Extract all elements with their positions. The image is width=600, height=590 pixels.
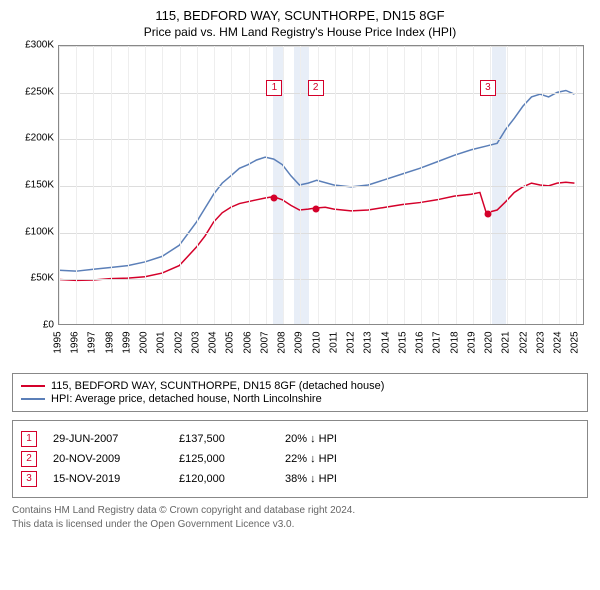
x-axis-label: 2015 xyxy=(397,331,408,353)
x-axis-label: 2010 xyxy=(311,331,322,353)
sale-date: 15-NOV-2019 xyxy=(53,473,163,485)
x-axis-label: 1996 xyxy=(70,331,81,353)
titles: 115, BEDFORD WAY, SCUNTHORPE, DN15 8GF P… xyxy=(12,8,588,39)
x-axis-label: 2006 xyxy=(242,331,253,353)
y-axis-label: £50K xyxy=(31,273,54,284)
chart-container: 115, BEDFORD WAY, SCUNTHORPE, DN15 8GF P… xyxy=(0,0,600,541)
chart-area: 123 £0£50K£100K£150K£200K£250K£300K19951… xyxy=(12,45,588,365)
legend: 115, BEDFORD WAY, SCUNTHORPE, DN15 8GF (… xyxy=(12,373,588,412)
sale-dot xyxy=(484,211,491,218)
legend-label: HPI: Average price, detached house, Nort… xyxy=(51,393,322,405)
x-axis-label: 2002 xyxy=(173,331,184,353)
x-axis-label: 2014 xyxy=(380,331,391,353)
x-axis-label: 2023 xyxy=(535,331,546,353)
sale-price: £120,000 xyxy=(179,473,269,485)
legend-swatch xyxy=(21,385,45,387)
title-subtitle: Price paid vs. HM Land Registry's House … xyxy=(12,25,588,39)
sale-date: 20-NOV-2009 xyxy=(53,453,163,465)
y-axis-label: £100K xyxy=(25,226,54,237)
sale-row: 2 20-NOV-2009 £125,000 22% ↓ HPI xyxy=(21,451,579,467)
x-axis-label: 1995 xyxy=(53,331,64,353)
x-axis-label: 2005 xyxy=(225,331,236,353)
x-axis-label: 2000 xyxy=(139,331,150,353)
sale-date: 29-JUN-2007 xyxy=(53,433,163,445)
sale-marker: 1 xyxy=(266,80,282,96)
plot-region: 1 2 3 xyxy=(58,45,584,325)
x-axis-label: 2007 xyxy=(259,331,270,353)
x-axis-label: 1999 xyxy=(121,331,132,353)
sale-row: 3 15-NOV-2019 £120,000 38% ↓ HPI xyxy=(21,471,579,487)
x-axis-label: 2012 xyxy=(346,331,357,353)
sale-row-marker: 2 xyxy=(21,451,37,467)
sale-row-marker: 3 xyxy=(21,471,37,487)
x-axis-label: 2003 xyxy=(190,331,201,353)
x-axis-label: 2008 xyxy=(277,331,288,353)
x-axis-label: 2020 xyxy=(484,331,495,353)
x-axis-label: 2019 xyxy=(466,331,477,353)
x-axis-label: 2004 xyxy=(208,331,219,353)
legend-row: HPI: Average price, detached house, Nort… xyxy=(21,393,579,405)
x-axis-label: 1998 xyxy=(104,331,115,353)
x-axis-label: 2022 xyxy=(518,331,529,353)
sale-dot xyxy=(271,194,278,201)
legend-label: 115, BEDFORD WAY, SCUNTHORPE, DN15 8GF (… xyxy=(51,380,384,392)
sale-diff: 20% ↓ HPI xyxy=(285,433,337,445)
legend-swatch xyxy=(21,398,45,400)
y-axis-label: £0 xyxy=(43,320,54,331)
x-axis-label: 2011 xyxy=(328,332,339,354)
x-axis-label: 2009 xyxy=(294,331,305,353)
sales-table: 1 29-JUN-2007 £137,500 20% ↓ HPI 2 20-NOV-200… xyxy=(12,420,588,498)
sale-row-marker: 1 xyxy=(21,431,37,447)
y-axis-label: £300K xyxy=(25,40,54,51)
x-axis-label: 2018 xyxy=(449,331,460,353)
y-axis-label: £250K xyxy=(25,86,54,97)
y-axis-label: £200K xyxy=(25,133,54,144)
x-axis-label: 2025 xyxy=(570,331,581,353)
y-axis-label: £150K xyxy=(25,180,54,191)
sale-diff: 22% ↓ HPI xyxy=(285,453,337,465)
footer-line-2: This data is licensed under the Open Gov… xyxy=(12,518,588,532)
x-axis-label: 2017 xyxy=(432,331,443,353)
sale-marker: 3 xyxy=(480,80,496,96)
footer-line-1: Contains HM Land Registry data © Crown c… xyxy=(12,504,588,518)
footer: Contains HM Land Registry data © Crown c… xyxy=(12,504,588,531)
sale-price: £137,500 xyxy=(179,433,269,445)
sale-dot xyxy=(312,206,319,213)
sale-diff: 38% ↓ HPI xyxy=(285,473,337,485)
x-axis-label: 2016 xyxy=(415,331,426,353)
x-axis-label: 2013 xyxy=(363,331,374,353)
legend-row: 115, BEDFORD WAY, SCUNTHORPE, DN15 8GF (… xyxy=(21,380,579,392)
x-axis-label: 2021 xyxy=(501,331,512,353)
sale-marker: 2 xyxy=(308,80,324,96)
sale-price: £125,000 xyxy=(179,453,269,465)
x-axis-label: 2024 xyxy=(553,331,564,353)
x-axis-label: 2001 xyxy=(156,331,167,353)
title-address: 115, BEDFORD WAY, SCUNTHORPE, DN15 8GF xyxy=(12,8,588,23)
sale-row: 1 29-JUN-2007 £137,500 20% ↓ HPI xyxy=(21,431,579,447)
x-axis-label: 1997 xyxy=(87,331,98,353)
